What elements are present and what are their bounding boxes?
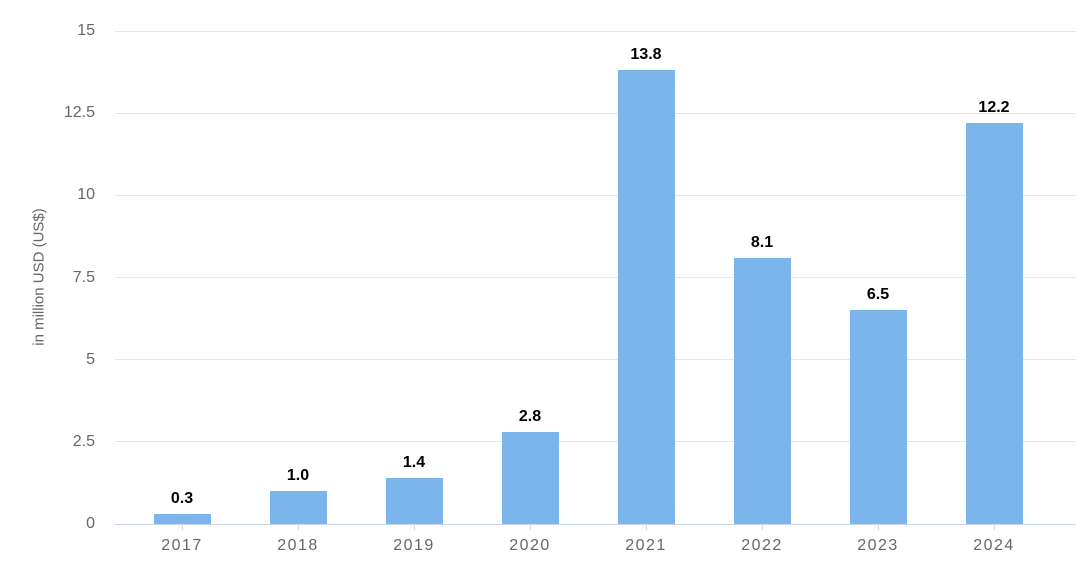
gridline-12.5 (115, 112, 1076, 114)
bar-2021 (617, 70, 675, 524)
bar-2020 (501, 431, 559, 524)
bar-2017 (153, 514, 211, 524)
y-tick-label-15: 15 (77, 22, 95, 39)
x-tick-2018 (298, 524, 299, 530)
x-label-2020: 2020 (509, 537, 551, 554)
x-tick-2020 (530, 524, 531, 530)
bar-2022 (733, 257, 791, 524)
data-label-2021: 13.8 (630, 46, 662, 64)
x-tick-2019 (414, 524, 415, 530)
x-label-2021: 2021 (625, 537, 667, 554)
x-tick-2017 (182, 524, 183, 530)
gridline-7.5 (115, 277, 1076, 278)
data-label-2017: 0.3 (170, 490, 194, 508)
x-tick-2024 (994, 524, 995, 530)
y-tick-label-0: 0 (86, 515, 95, 532)
x-tick-2021 (646, 524, 647, 530)
y-tick-label-12.5: 12.5 (63, 104, 95, 122)
x-label-2019: 2019 (393, 537, 435, 554)
x-label-2024: 2024 (973, 537, 1015, 554)
bar-2024 (965, 123, 1023, 524)
y-tick-label-10: 10 (77, 186, 95, 204)
x-label-2017: 2017 (161, 537, 203, 554)
gridline-5 (115, 359, 1076, 361)
bar-2019 (385, 477, 443, 524)
y-tick-label-2.5: 2.5 (72, 432, 95, 450)
y-tick-label-7.5: 7.5 (72, 268, 95, 286)
bar-2018 (269, 491, 327, 524)
x-label-2022: 2022 (741, 537, 783, 554)
x-tick-2023 (878, 524, 879, 530)
y-tick-label-5: 5 (86, 350, 95, 368)
x-axis-line (115, 524, 1076, 525)
x-label-2023: 2023 (857, 537, 899, 554)
data-label-2024: 12.2 (978, 99, 1010, 117)
gridline-10 (115, 194, 1076, 196)
data-label-2022: 8.1 (750, 233, 774, 251)
x-tick-2022 (762, 524, 763, 530)
data-label-2020: 2.8 (518, 407, 542, 425)
data-label-2019: 1.4 (402, 453, 426, 471)
gridline-15 (115, 30, 1076, 32)
data-label-2023: 6.5 (866, 286, 890, 304)
data-label-2018: 1.0 (286, 467, 310, 485)
x-label-2018: 2018 (277, 537, 319, 554)
gridline-2.5 (115, 441, 1076, 443)
bar-2023 (849, 310, 907, 524)
